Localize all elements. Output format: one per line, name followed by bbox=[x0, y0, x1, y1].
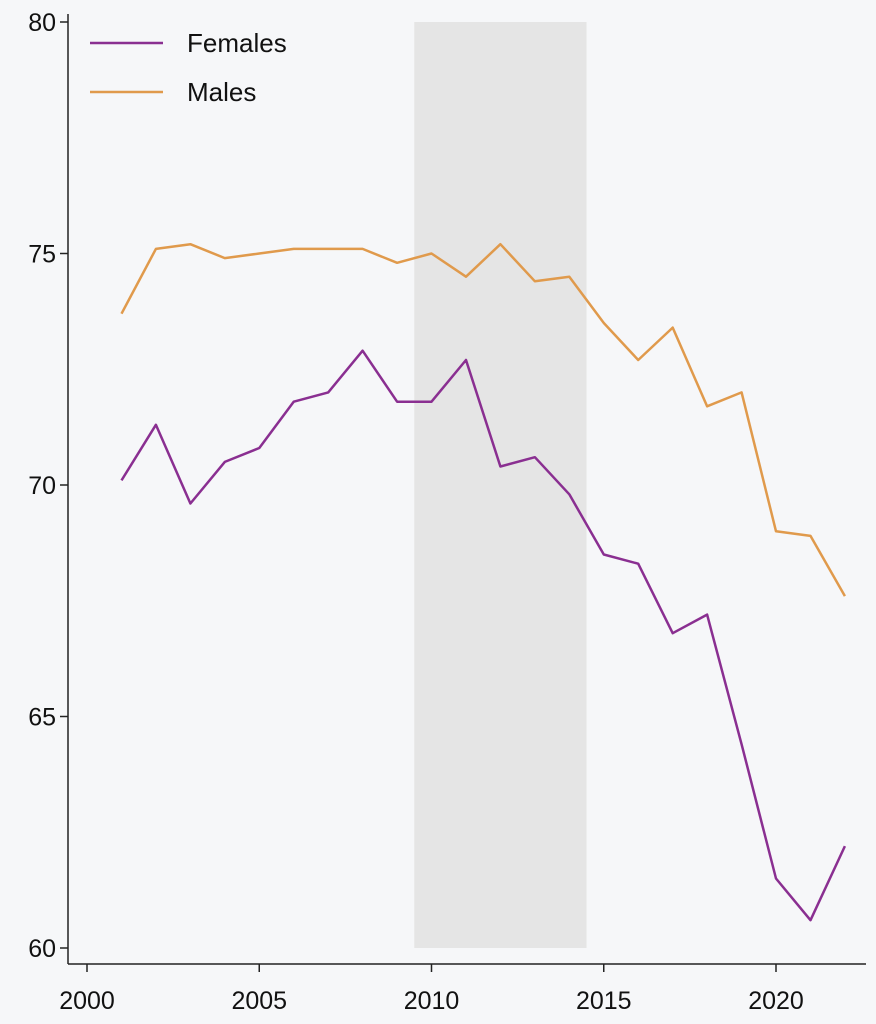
y-tick-label: 65 bbox=[28, 704, 56, 732]
axes: 60 65 70 75 80 2000 2005 2010 2015 2020 bbox=[28, 9, 866, 1015]
y-tick-label: 60 bbox=[28, 935, 56, 963]
y-tick-label: 70 bbox=[28, 472, 56, 500]
series-line-females bbox=[120, 349, 847, 922]
x-tick-label: 2015 bbox=[576, 987, 632, 1015]
x-tick-label: 2010 bbox=[404, 987, 460, 1015]
y-tick-label: 75 bbox=[28, 241, 56, 269]
x-tick-label: 2000 bbox=[59, 987, 115, 1015]
series-lines bbox=[120, 242, 847, 922]
shaded-region bbox=[414, 22, 587, 948]
x-tick-label: 2005 bbox=[231, 987, 287, 1015]
series-points-males bbox=[121, 244, 845, 597]
series-line-males bbox=[120, 242, 846, 597]
shaded-band bbox=[414, 22, 587, 948]
y-tick-label: 80 bbox=[28, 9, 56, 37]
legend: Females Males bbox=[90, 28, 287, 107]
legend-label-males: Males bbox=[187, 77, 256, 107]
series-points-females bbox=[121, 350, 845, 921]
legend-label-females: Females bbox=[187, 28, 287, 58]
x-tick-label: 2020 bbox=[748, 987, 804, 1015]
